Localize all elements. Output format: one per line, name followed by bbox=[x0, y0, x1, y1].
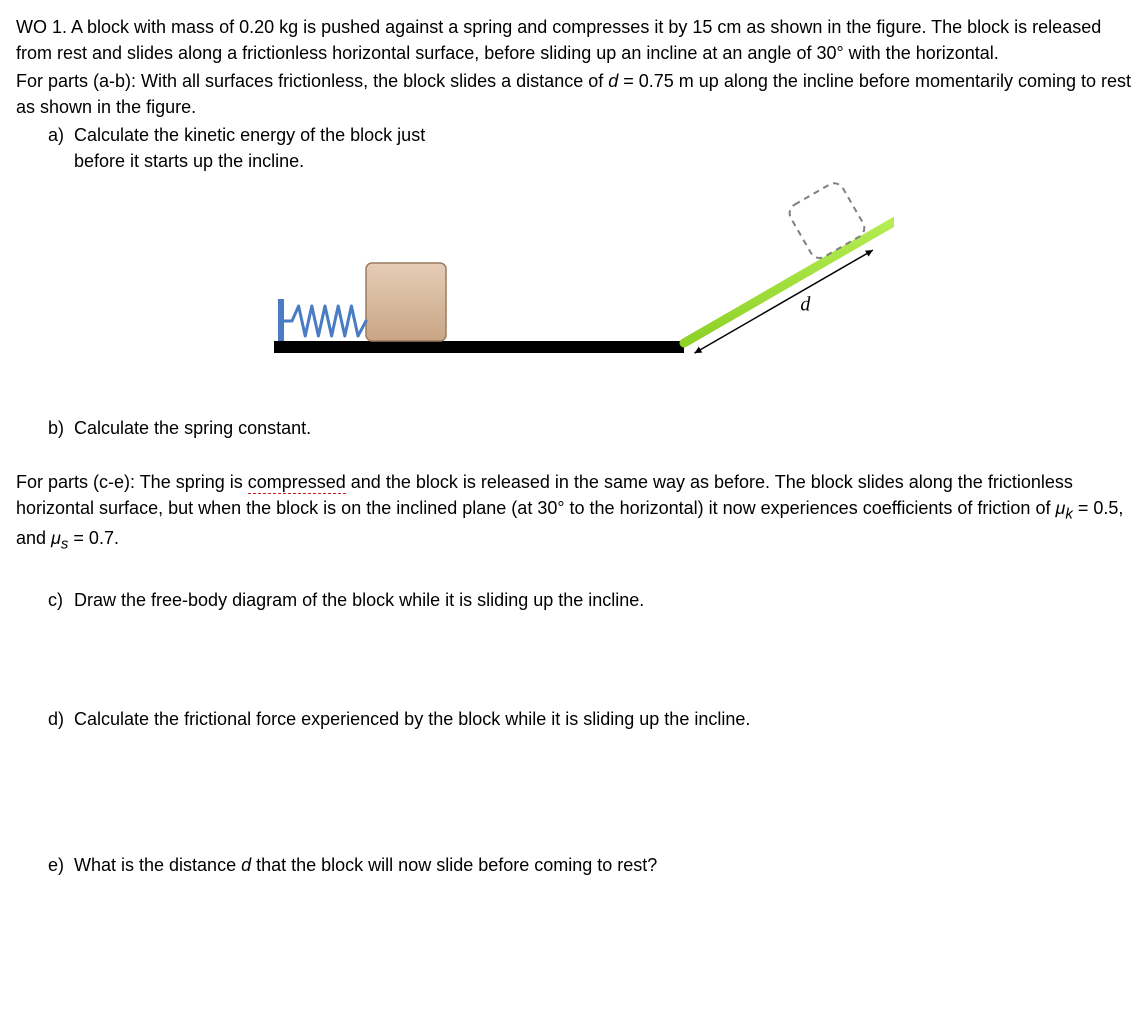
mid-paragraph: For parts (c-e): The spring is compresse… bbox=[16, 469, 1132, 556]
intro-paragraph-1: WO 1. A block with mass of 0.20 kg is pu… bbox=[16, 14, 1132, 66]
part-e-label: e) bbox=[48, 852, 74, 878]
part-e-text: What is the distance d that the block wi… bbox=[74, 852, 1132, 878]
svg-text:d: d bbox=[800, 293, 811, 315]
part-a-text: Calculate the kinetic energy of the bloc… bbox=[74, 122, 454, 174]
mu-k: μ bbox=[1055, 498, 1065, 518]
intro-paragraph-2: For parts (a-b): With all surfaces frict… bbox=[16, 68, 1132, 120]
part-d-text: Calculate the frictional force experienc… bbox=[74, 706, 1132, 732]
part-a-label: a) bbox=[48, 122, 74, 174]
mu-k-sub: k bbox=[1065, 505, 1073, 522]
variable-d-e: d bbox=[241, 855, 251, 875]
mid-prefix: For parts (c-e): The spring is bbox=[16, 472, 248, 492]
part-e: e) What is the distance d that the block… bbox=[48, 852, 1132, 878]
part-d-label: d) bbox=[48, 706, 74, 732]
part-e-prefix: What is the distance bbox=[74, 855, 241, 875]
diagram-svg: d bbox=[254, 181, 894, 401]
part-c: c) Draw the free-body diagram of the blo… bbox=[48, 587, 1132, 613]
intro-p2-prefix: For parts (a-b): With all surfaces frict… bbox=[16, 71, 608, 91]
part-b-text: Calculate the spring constant. bbox=[74, 415, 1132, 441]
part-c-text: Draw the free-body diagram of the block … bbox=[74, 587, 1132, 613]
compressed-underlined: compressed bbox=[248, 472, 346, 494]
part-b-label: b) bbox=[48, 415, 74, 441]
part-c-label: c) bbox=[48, 587, 74, 613]
part-e-suffix: that the block will now slide before com… bbox=[251, 855, 657, 875]
part-a: a) Calculate the kinetic energy of the b… bbox=[48, 122, 1132, 174]
physics-diagram: d bbox=[16, 181, 1132, 401]
eq2: = 0.7. bbox=[68, 528, 119, 548]
part-d: d) Calculate the frictional force experi… bbox=[48, 706, 1132, 732]
part-b: b) Calculate the spring constant. bbox=[48, 415, 1132, 441]
mu-s: μ bbox=[51, 528, 61, 548]
variable-d: d bbox=[608, 71, 618, 91]
